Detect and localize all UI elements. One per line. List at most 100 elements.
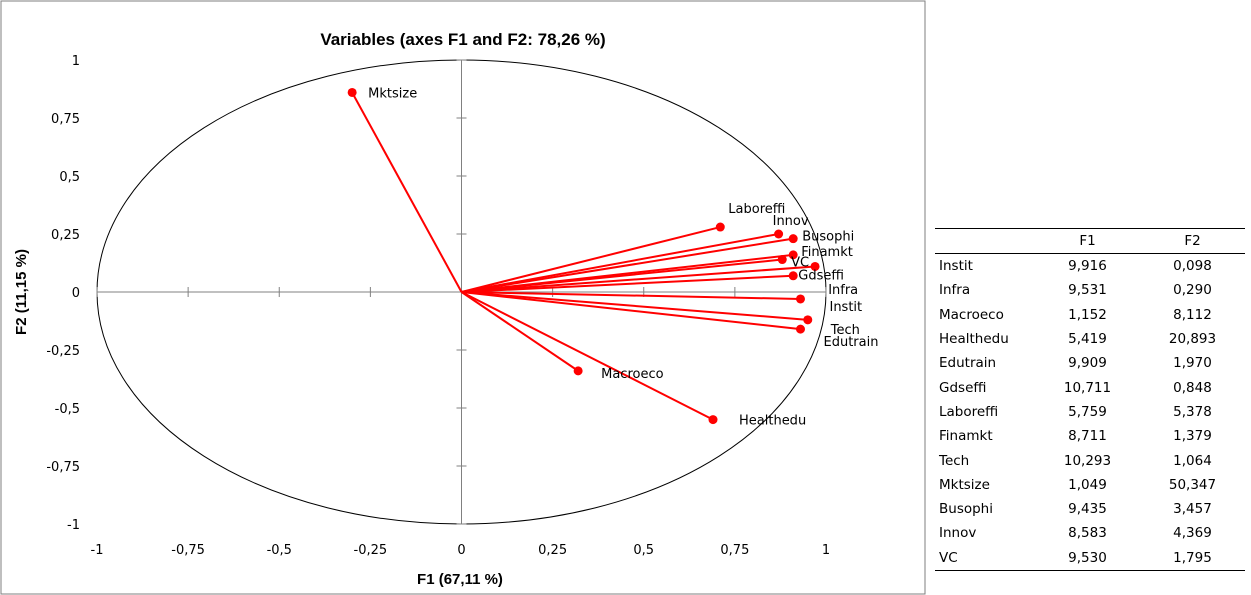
vector-line <box>461 265 816 293</box>
table-cell-f1-value: 5,759 <box>1068 403 1107 420</box>
point-label: Infra <box>828 283 858 298</box>
table-cell-f1-value: 9,916 <box>1068 258 1107 275</box>
table-body: Instit 9,916 0,098 Infra 9,531 0,290 Macroeco 1… <box>935 254 1245 571</box>
table-header-f2: F2 <box>1140 228 1245 254</box>
table-cell-f2-value: 20,893 <box>1168 331 1217 348</box>
table-cell-f1-value: 9,531 <box>1068 282 1107 299</box>
x-axis-title: F1 (67,11 %) <box>417 571 503 588</box>
contribution-table-container: F1 F2 Instit 9,916 0,098 Infra 9,531 0,290 Mac… <box>935 228 1251 571</box>
vector-line <box>351 91 463 293</box>
table-cell-row-label: VC <box>935 545 1035 571</box>
y-tick-label: -0,25 <box>46 344 80 359</box>
table-cell-f2-value: 1,970 <box>1173 355 1212 372</box>
x-tick-label: 0,5 <box>633 543 654 558</box>
table-cell-f2-value: 0,848 <box>1173 379 1212 396</box>
table-row: Innov 8,583 4,369 <box>935 521 1245 545</box>
table-cell-f2-value: 1,379 <box>1173 428 1212 445</box>
table-cell-f1-value: 10,711 <box>1063 379 1112 396</box>
table-row: Infra 9,531 0,290 <box>935 278 1245 302</box>
table-row: Macroeco 1,152 8,112 <box>935 303 1245 327</box>
vector-line <box>461 274 794 293</box>
point-label: Finamkt <box>801 245 853 260</box>
table-row: Tech 10,293 1,064 <box>935 448 1245 472</box>
table-header-row: F1 F2 <box>935 228 1245 254</box>
vector-line <box>461 291 801 331</box>
data-point <box>774 229 784 239</box>
point-label: Mktsize <box>368 86 417 101</box>
x-tick-label: -0,75 <box>171 543 205 558</box>
table-cell-f1-value: 1,152 <box>1068 306 1107 323</box>
y-tick-label: -0,5 <box>55 402 80 417</box>
x-tick-label: -1 <box>91 543 104 558</box>
table-cell-row-label: Busophi <box>939 501 993 518</box>
table-row: Busophi 9,435 3,457 <box>935 497 1245 521</box>
table-cell-row-label: Infra <box>939 282 971 299</box>
x-tick-label: 0,25 <box>538 543 567 558</box>
vector-line <box>461 291 714 421</box>
table-row: Instit 9,916 0,098 <box>935 254 1245 279</box>
vector-line <box>461 237 794 293</box>
vector-line <box>461 233 779 293</box>
table-row: Mktsize 1,049 50,347 <box>935 473 1245 497</box>
table-cell-f1-value: 9,435 <box>1068 501 1107 518</box>
table-header-f1: F1 <box>1035 228 1140 254</box>
table-cell-row-label: Instit <box>939 258 973 275</box>
vector-line <box>461 291 808 321</box>
table-cell-f2-value: 0,290 <box>1173 282 1212 299</box>
table-cell-f1-value: 5,419 <box>1068 331 1107 348</box>
data-point <box>803 315 813 325</box>
table-cell-f1-value: 10,293 <box>1063 452 1112 469</box>
point-label: Macroeco <box>601 367 663 382</box>
table-row: Laboreffi 5,759 5,378 <box>935 400 1245 424</box>
table-cell-f1-value: 8,583 <box>1068 525 1107 542</box>
data-point <box>788 271 798 281</box>
table-cell-f2-value: 1,795 <box>1140 545 1245 571</box>
data-point <box>777 255 787 265</box>
x-tick-label: 0 <box>457 543 465 558</box>
vector-line <box>461 226 721 293</box>
table-header-empty <box>935 228 1035 254</box>
table-cell-f2-value: 8,112 <box>1173 306 1212 323</box>
vector-line <box>460 291 579 372</box>
y-tick-label: 0,75 <box>51 112 80 127</box>
table-cell-row-label: Healthedu <box>939 331 1009 348</box>
y-tick-label: 0 <box>72 286 80 301</box>
table-cell-f2-value: 4,369 <box>1173 525 1212 542</box>
table-cell-row-label: Innov <box>939 525 977 542</box>
table-row: VC 9,530 1,795 <box>935 545 1245 571</box>
y-tick-label: 0,5 <box>59 170 80 185</box>
chart-title: Variables (axes F1 and F2: 78,26 %) <box>320 30 605 49</box>
y-tick-label: -1 <box>67 518 80 533</box>
table-cell-row-label: Laboreffi <box>939 403 999 420</box>
table-cell-row-label: Gdseffi <box>939 379 987 396</box>
data-point <box>795 324 805 334</box>
data-point <box>810 261 820 271</box>
chart-frame <box>0 0 926 595</box>
table-cell-f2-value: 3,457 <box>1173 501 1212 518</box>
y-tick-label: 1 <box>72 54 80 69</box>
table-row: Finamkt 8,711 1,379 <box>935 424 1245 448</box>
data-point <box>795 294 805 304</box>
point-label: VC <box>791 255 809 270</box>
point-label: Innov <box>773 214 809 229</box>
y-tick-label: 0,25 <box>51 228 80 243</box>
table-cell-f1-value: 8,711 <box>1068 428 1107 445</box>
x-tick-label: 0,75 <box>720 543 749 558</box>
table-cell-f1-value: 9,909 <box>1068 355 1107 372</box>
table-cell-f2-value: 0,098 <box>1173 258 1212 275</box>
table-cell-f2-value: 5,378 <box>1173 403 1212 420</box>
y-tick-label: -0,75 <box>46 460 80 475</box>
x-tick-label: 1 <box>822 543 830 558</box>
point-label: Gdseffi <box>798 269 844 284</box>
y-axis-title: F2 (11,15 %) <box>13 249 30 335</box>
point-label: Laboreffi <box>728 202 785 217</box>
table-cell-row-label: Edutrain <box>939 355 997 372</box>
data-point <box>573 366 583 376</box>
data-point <box>788 234 798 244</box>
table-cell-f1-value: 9,530 <box>1035 545 1140 571</box>
data-point <box>708 415 718 425</box>
point-label: Instit <box>829 300 862 315</box>
x-tick-label: -0,25 <box>354 543 388 558</box>
table-row: Healthedu 5,419 20,893 <box>935 327 1245 351</box>
x-tick-label: -0,5 <box>267 543 292 558</box>
